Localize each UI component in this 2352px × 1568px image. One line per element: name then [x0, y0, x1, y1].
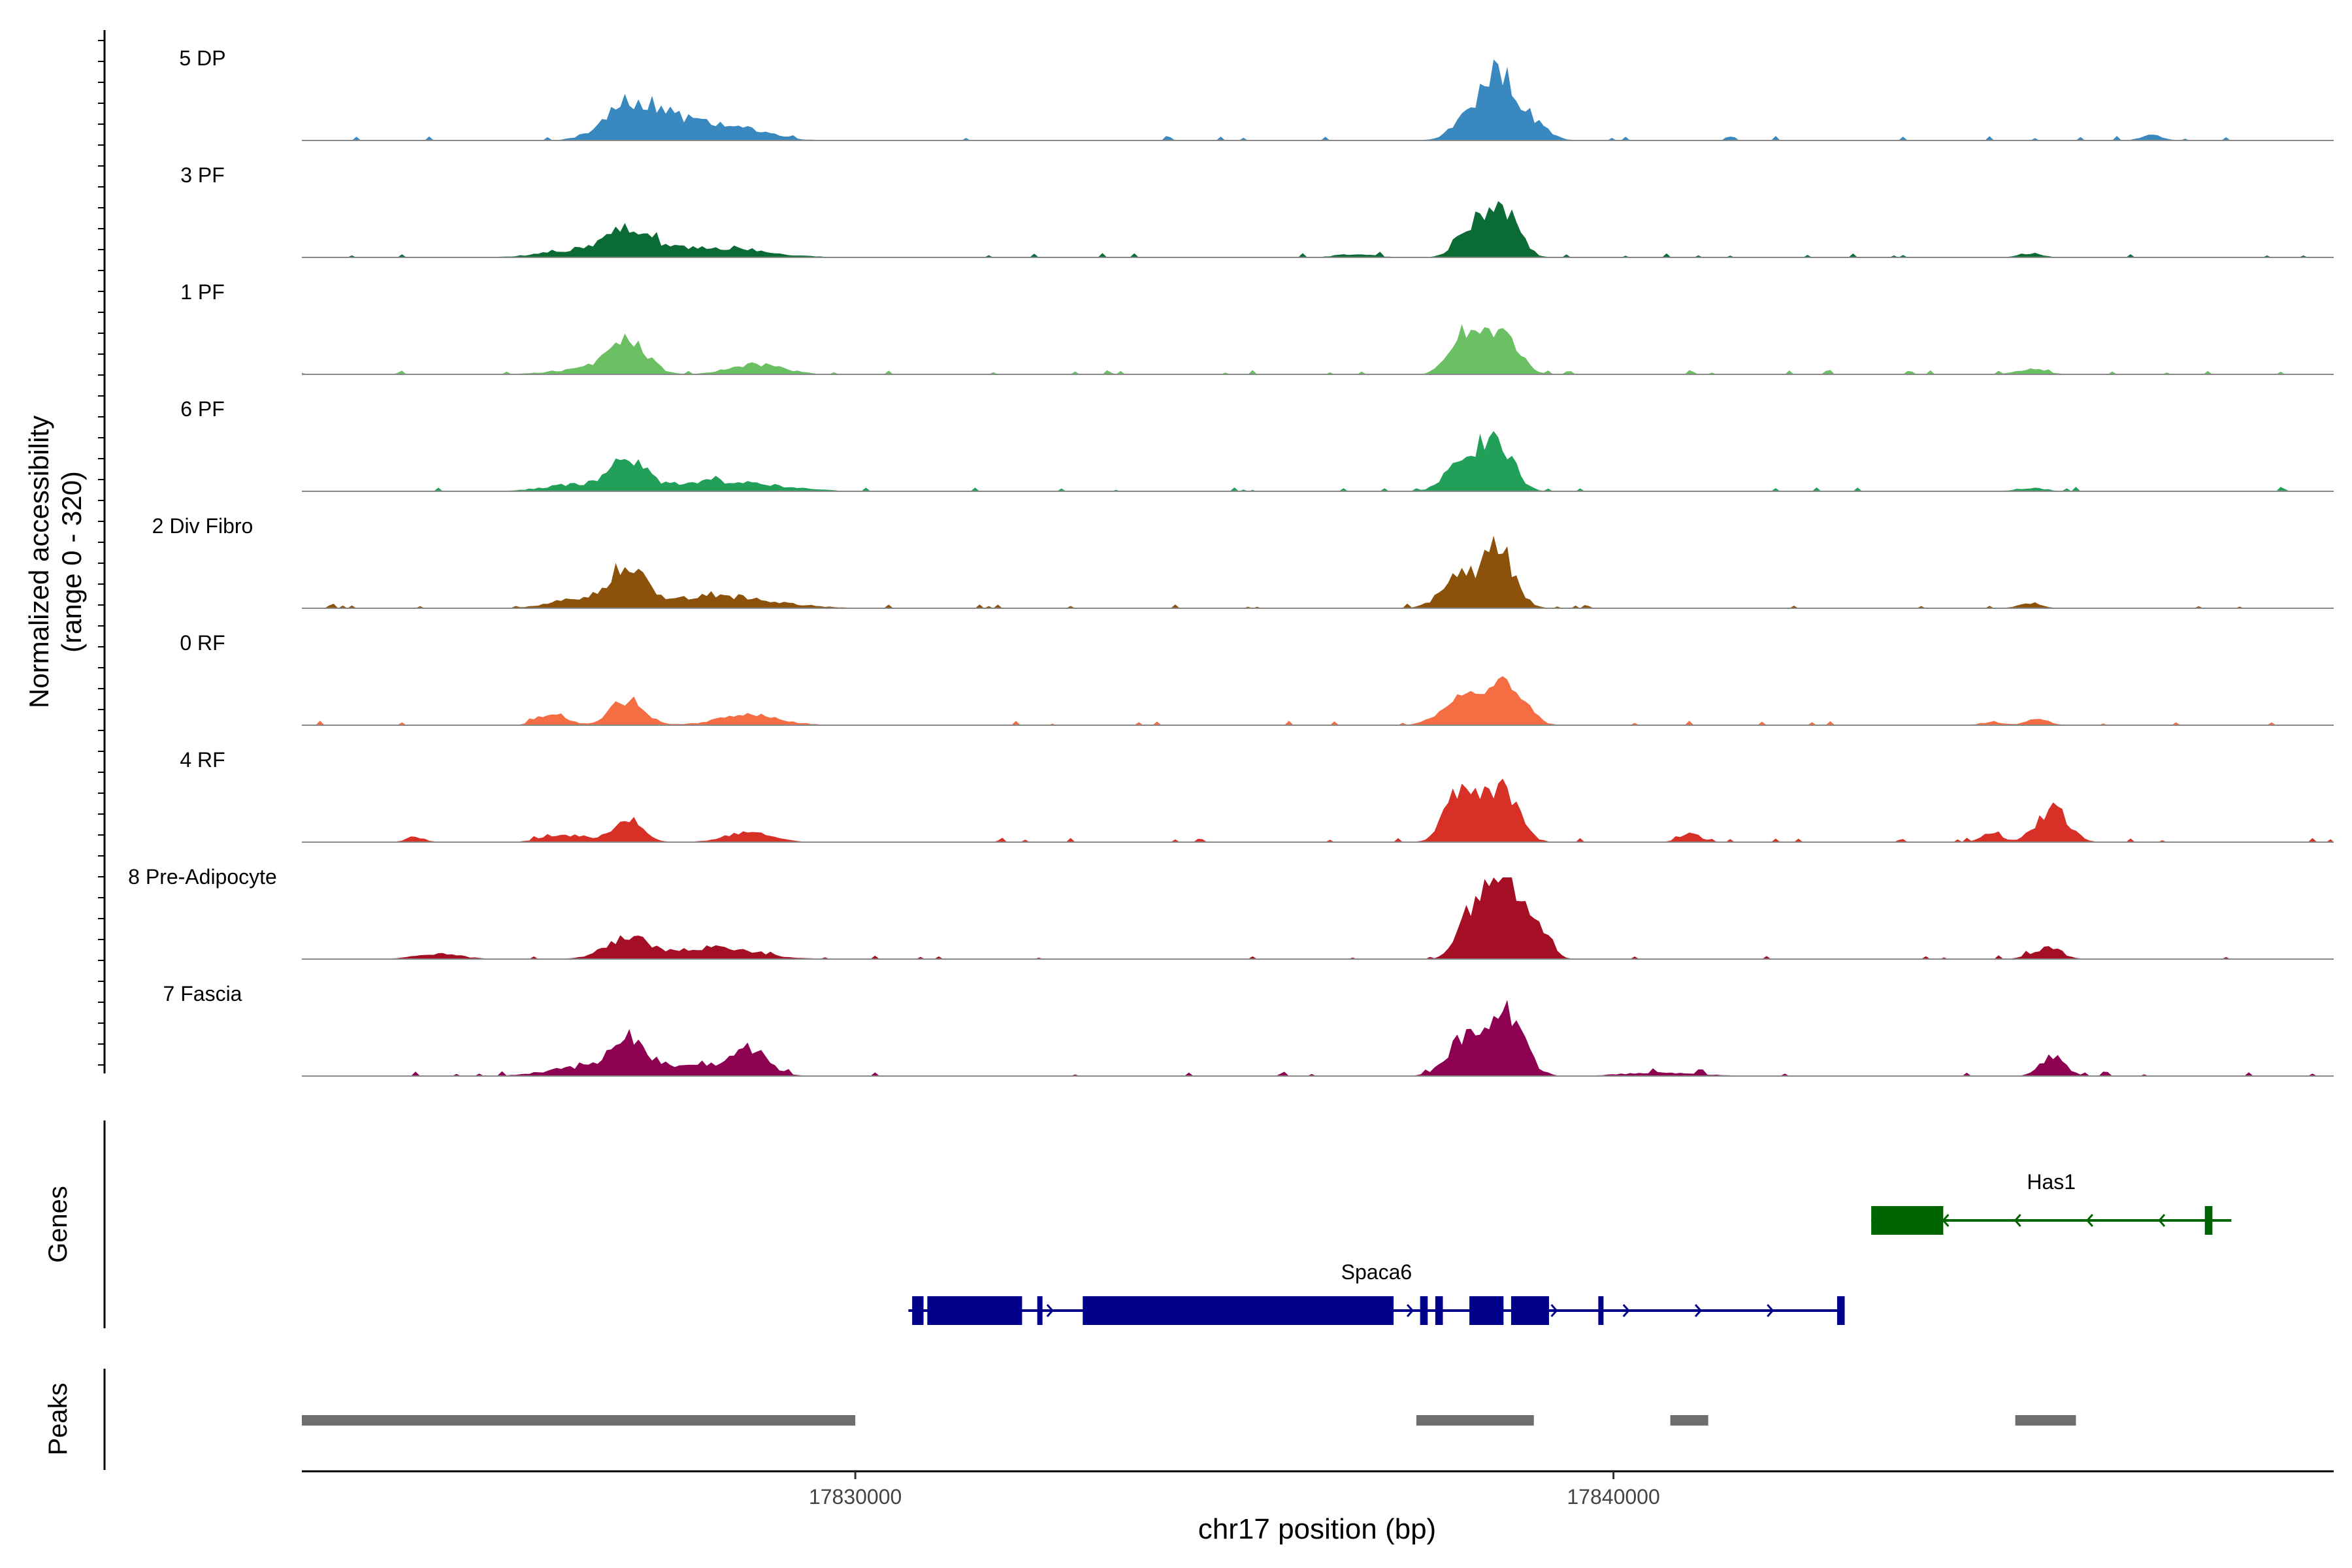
gene-exon	[912, 1296, 924, 1325]
strand-arrow	[2085, 1214, 2093, 1227]
gene-exon	[1037, 1296, 1043, 1325]
peaks-label: Peaks	[44, 1382, 73, 1455]
y-axis-label-line1: Normalized accessibility	[24, 416, 54, 708]
strand-arrow	[1767, 1304, 1774, 1317]
gene-exon	[927, 1296, 1022, 1325]
peak-regions	[302, 1415, 2076, 1426]
strand-arrow	[1046, 1304, 1054, 1317]
coverage-area	[302, 536, 2334, 608]
gene-label: Has1	[2027, 1170, 2076, 1194]
gene-exon	[2204, 1206, 2213, 1235]
track-label: 2 Div Fibro	[152, 514, 253, 538]
track-8-pre-adipocyte: 8 Pre-Adipocyte	[128, 865, 2334, 960]
coverage-area	[302, 676, 2334, 725]
peak-region-bar	[1670, 1415, 1708, 1426]
coverage-area	[302, 877, 2334, 959]
genes-label: Genes	[44, 1186, 73, 1263]
track-7-fascia: 7 Fascia	[163, 982, 2334, 1077]
track-label: 7 Fascia	[163, 982, 242, 1005]
gene-exon	[1511, 1296, 1549, 1325]
track-label: 0 RF	[180, 631, 225, 655]
strand-arrow	[1406, 1304, 1414, 1317]
coverage-axis	[98, 30, 106, 1073]
track-label: 4 RF	[180, 748, 225, 772]
gene-spaca6: Spaca6	[908, 1260, 1845, 1325]
genes-panel: Genes Spaca6 Has1	[44, 1120, 2232, 1328]
y-axis-label-line2: (range 0 - 320)	[56, 471, 87, 653]
y-axis-title: Normalized accessibility (range 0 - 320)	[24, 416, 87, 708]
track-label: 1 PF	[180, 280, 225, 304]
coverage-area	[302, 778, 2334, 842]
strand-arrow	[1550, 1304, 1558, 1317]
peaks-panel: Peaks	[44, 1369, 2076, 1470]
coverage-area	[302, 59, 2334, 140]
track-2-div-fibro: 2 Div Fibro	[152, 514, 2334, 609]
track-label: 3 PF	[180, 163, 225, 187]
gene-models: Spaca6 Has1	[908, 1170, 2232, 1325]
gene-exon	[1871, 1206, 1944, 1235]
x-axis: 17830000 17840000 chr17 position (bp)	[302, 1470, 2334, 1545]
x-ticks: 17830000 17840000	[809, 1471, 1660, 1509]
strand-arrow	[2014, 1214, 2021, 1227]
peak-region-bar	[302, 1415, 856, 1426]
track-label: 5 DP	[179, 46, 225, 70]
strand-arrow	[1622, 1304, 1630, 1317]
track-5-dp: 5 DP	[179, 46, 2334, 141]
gene-exon	[1598, 1296, 1604, 1325]
strand-arrow	[2158, 1214, 2166, 1227]
x-axis-title: chr17 position (bp)	[1198, 1513, 1436, 1545]
track-0-rf: 0 RF	[180, 631, 2334, 726]
x-tick-label: 17840000	[1567, 1485, 1659, 1509]
x-tick-label: 17830000	[809, 1485, 902, 1509]
gene-has1: Has1	[1871, 1170, 2232, 1235]
track-1-pf: 1 PF	[180, 280, 2334, 375]
track-3-pf: 3 PF	[180, 163, 2334, 258]
peak-region-bar	[2015, 1415, 2076, 1426]
strand-arrow	[1942, 1214, 1950, 1227]
coverage-tracks: 5 DP 3 PF 1 PF 6 PF 2 Div Fibro 0 RF 4 RF 8 Pre…	[128, 46, 2334, 1077]
track-4-rf: 4 RF	[180, 748, 2334, 843]
gene-exon	[1435, 1296, 1443, 1325]
gene-label: Spaca6	[1341, 1260, 1413, 1284]
coverage-area	[302, 431, 2334, 491]
strand-arrow	[1694, 1304, 1703, 1317]
track-label: 8 Pre-Adipocyte	[128, 865, 277, 889]
coverage-area	[302, 324, 2334, 374]
coverage-area	[302, 201, 2334, 257]
gene-exon	[1420, 1296, 1428, 1325]
gene-exon	[1469, 1296, 1504, 1325]
peak-region-bar	[1416, 1415, 1534, 1426]
track-6-pf: 6 PF	[180, 397, 2334, 492]
track-label: 6 PF	[180, 397, 225, 421]
gene-exon	[1083, 1296, 1394, 1325]
coverage-area	[302, 1000, 2334, 1076]
gene-exon	[1837, 1296, 1845, 1325]
